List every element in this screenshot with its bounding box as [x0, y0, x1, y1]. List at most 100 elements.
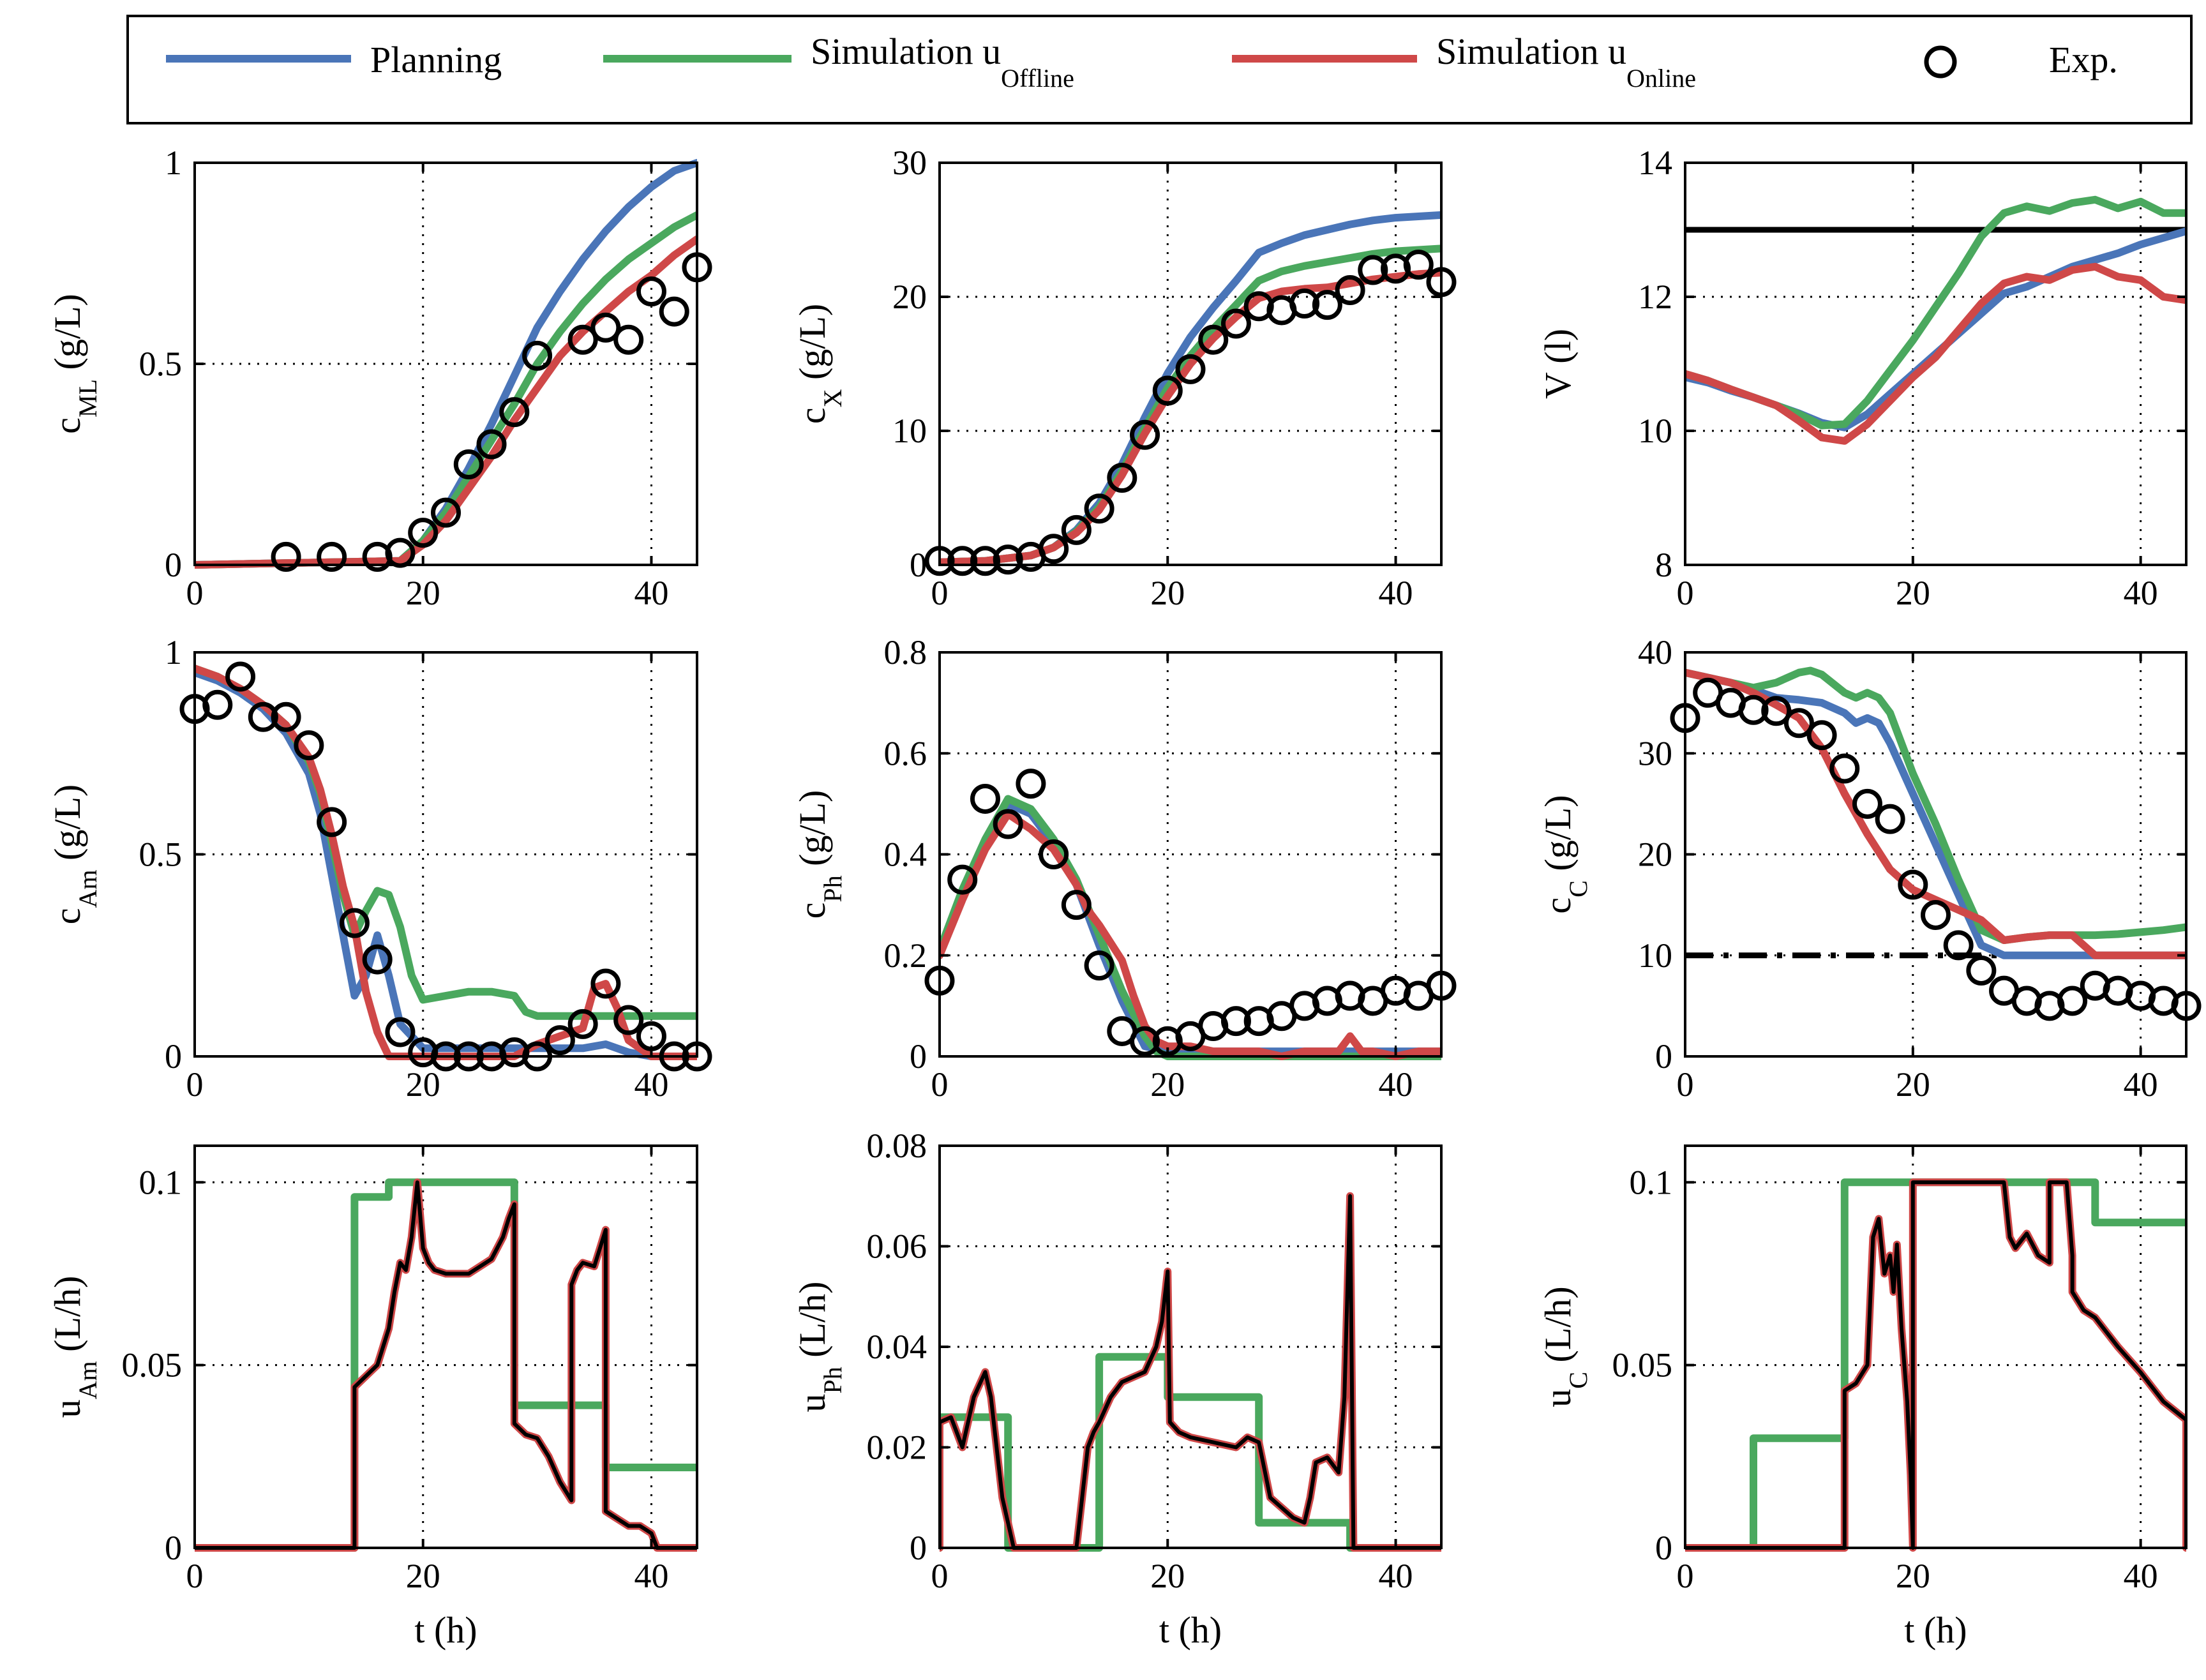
- exp-point: [1806, 720, 1837, 751]
- exp-point: [1943, 930, 1974, 961]
- legend-label-planning: Planning: [370, 39, 502, 80]
- exp-point: [431, 497, 461, 528]
- axes-frame: [938, 161, 1443, 566]
- exp-point: [1921, 899, 1951, 930]
- exp-point: [1175, 354, 1206, 384]
- y-axis-label-main: u: [47, 1399, 88, 1418]
- x-tick-label: 20: [406, 1557, 440, 1595]
- y-axis-label: uPh (L/h): [792, 1282, 847, 1413]
- exp-point: [1829, 753, 1860, 784]
- x-tick-label: 20: [1896, 1557, 1930, 1595]
- y-axis-label-sub: C: [1564, 1372, 1593, 1389]
- y-tick-label: 0.5: [139, 836, 183, 874]
- exp-point: [453, 449, 484, 479]
- x-tick-label: 40: [1379, 574, 1413, 612]
- axes-frame: [193, 1144, 698, 1549]
- y-tick-label: 1: [165, 144, 182, 182]
- exp-point: [567, 1009, 598, 1039]
- exp-point: [1061, 890, 1092, 920]
- exp-point: [1852, 788, 1882, 819]
- exp-point: [1084, 493, 1114, 524]
- x-tick-label: 0: [1677, 574, 1694, 612]
- y-axis-label-unit: (L/h): [47, 1276, 88, 1361]
- exp-point: [476, 429, 507, 460]
- y-axis-label-sub: Am: [73, 1361, 102, 1399]
- y-tick-label: 0.1: [139, 1163, 183, 1201]
- exp-point: [1875, 804, 1905, 834]
- y-tick-label: 0.6: [884, 734, 927, 772]
- panel-V-data: [1685, 195, 2186, 445]
- series-offline-line: [1685, 1178, 2186, 1552]
- y-tick-label: 0: [910, 1037, 927, 1076]
- panel-uAm-plot-area: [195, 1146, 697, 1548]
- exp-point: [590, 312, 621, 343]
- y-tick-label: 14: [1638, 144, 1672, 182]
- y-axis-label-unit: (g/L): [47, 784, 88, 870]
- exp-point: [1335, 275, 1365, 305]
- exp-point: [1738, 694, 1769, 725]
- exp-point: [1039, 839, 1069, 869]
- y-axis-label-unit: (L/h): [1537, 1286, 1579, 1372]
- legend: Planning Simulation uOffline Simulation …: [126, 15, 2193, 124]
- x-tick-label: 20: [1150, 1557, 1185, 1595]
- y-axis-label-sub: C: [1564, 880, 1593, 897]
- legend-marker-exp: [1924, 45, 1957, 79]
- y-axis-label-sub: Ph: [818, 875, 847, 902]
- x-tick-label: 0: [931, 1065, 949, 1104]
- x-tick-label: 40: [1379, 1065, 1413, 1104]
- panel-V-plot-area: [1685, 163, 2186, 565]
- y-tick-label: 20: [1638, 836, 1672, 874]
- y-axis-label-sub: Am: [73, 869, 102, 908]
- exp-point: [970, 783, 1000, 814]
- exp-point: [1220, 1006, 1251, 1037]
- legend-label-online-sub: Online: [1626, 64, 1696, 93]
- y-tick-label: 0.02: [867, 1429, 927, 1467]
- x-tick-label: 0: [931, 574, 949, 612]
- y-axis-label-unit: (g/L): [47, 294, 88, 379]
- x-tick-label: 40: [2124, 1065, 2158, 1104]
- exp-point: [408, 518, 439, 548]
- y-axis-label-sub: ML: [73, 379, 102, 417]
- x-axis-label: t (h): [1904, 1609, 1967, 1651]
- exp-point: [1039, 534, 1069, 564]
- legend-label-offline-sub: Offline: [1001, 64, 1074, 93]
- legend-label-offline: Simulation uOffline: [811, 31, 1074, 93]
- y-tick-label: 0.2: [884, 936, 927, 975]
- panel-V: 0 20 40 8 10 12 14 V (l): [1537, 144, 2187, 612]
- exp-point: [613, 324, 644, 355]
- exp-point: [636, 276, 666, 307]
- exp-point: [1016, 769, 1046, 799]
- y-tick-label: 40: [1638, 633, 1672, 671]
- y-axis-label-unit: (g/L): [792, 304, 833, 389]
- y-axis-label: cC (g/L): [1537, 795, 1593, 913]
- y-axis-label-sub: Ph: [818, 1367, 847, 1393]
- exp-point: [1220, 308, 1251, 339]
- y-axis-label: uC (L/h): [1537, 1286, 1593, 1407]
- x-tick-label: 40: [634, 1557, 668, 1595]
- y-tick-label: 0.05: [122, 1346, 183, 1384]
- exp-point: [1130, 419, 1160, 450]
- panel-uAm-data: [195, 1178, 697, 1552]
- x-tick-label: 20: [1150, 574, 1185, 612]
- x-tick-label: 0: [186, 574, 204, 612]
- y-axis-label-main: c: [1537, 897, 1579, 914]
- legend-label-online-main: Simulation u: [1436, 31, 1626, 72]
- y-axis-label: cML (g/L): [47, 294, 102, 433]
- exp-point: [544, 1025, 575, 1056]
- y-tick-label: 20: [892, 278, 927, 316]
- panel-uC-data: [1685, 1178, 2186, 1552]
- x-tick-label: 0: [186, 1557, 204, 1595]
- exp-point: [993, 809, 1023, 839]
- y-tick-label: 0: [1655, 1037, 1672, 1076]
- x-tick-label: 20: [406, 574, 440, 612]
- y-tick-label: 0.1: [1630, 1163, 1673, 1201]
- y-tick-label: 30: [1638, 734, 1672, 772]
- y-axis-label-sub: X: [818, 389, 847, 407]
- y-tick-label: 0.5: [139, 345, 183, 383]
- exp-point: [1152, 375, 1183, 406]
- exp-point: [993, 544, 1023, 575]
- y-tick-label: 8: [1655, 546, 1672, 584]
- panel-cAm: 0 20 40 0 0.5 1 cAm (g/L): [47, 633, 712, 1104]
